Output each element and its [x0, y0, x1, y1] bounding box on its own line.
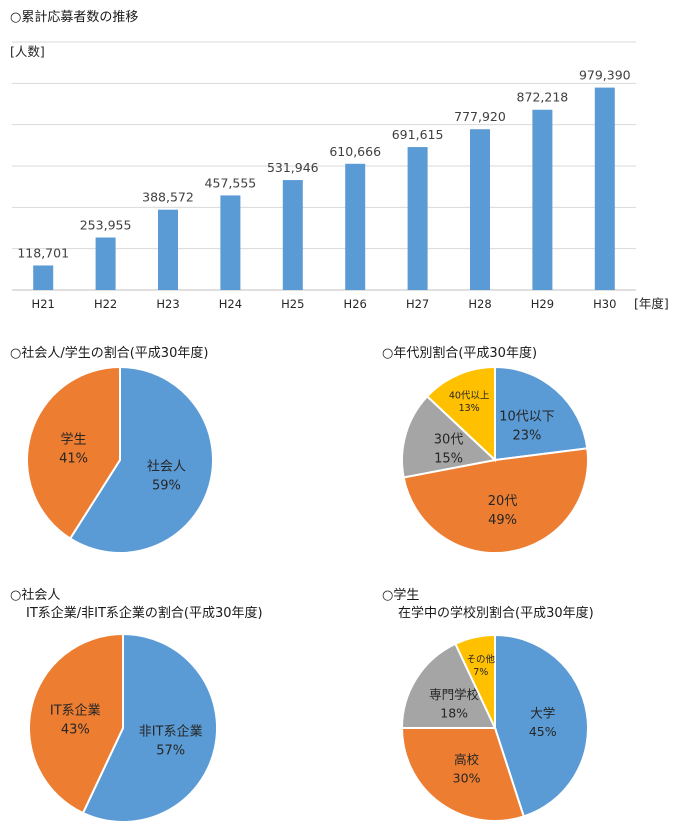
x-tick-label: H27 — [406, 297, 429, 311]
slice-percent: 43% — [61, 722, 90, 737]
bar-value-label: 872,218 — [517, 90, 569, 105]
slice-percent: 13% — [459, 403, 480, 414]
slice-percent: 57% — [156, 744, 185, 759]
slice-percent: 30% — [453, 771, 481, 786]
slice-label: 専門学校 — [429, 687, 480, 702]
slice-percent: 23% — [513, 429, 542, 444]
cumulative-applicants-bar-chart: 118,701 H21 253,955 H22 388,572 H23 457,555 H24… — [10, 41, 669, 311]
pie-slice — [401, 394, 498, 479]
pie-slice — [400, 642, 497, 729]
slice-label: その他 — [467, 653, 496, 665]
pie3-title-line1: ○社会人 — [10, 588, 61, 603]
bar-H24 — [220, 195, 241, 290]
bar-H25 — [282, 180, 303, 290]
pie-slice — [494, 633, 589, 818]
school-type-pie-chart: 大学 45% 高校 30% 専門学校 18% その他 7% — [400, 633, 589, 822]
pie-slice — [454, 633, 496, 729]
bar-value-label: 457,555 — [205, 175, 257, 190]
bar-H21 — [33, 265, 54, 290]
bar-value-label: 253,955 — [80, 218, 132, 233]
age-group-pie-chart: 10代以下 23% 20代 49% 30代 15% 40代以上 13% — [401, 365, 589, 555]
it-nonit-pie-chart: 非IT系企業 57% IT系企業 43% — [28, 632, 218, 823]
pie-slice — [81, 632, 218, 823]
slice-percent: 7% — [473, 667, 488, 678]
pie-slice — [26, 365, 121, 540]
x-tick-label: H29 — [531, 297, 554, 311]
slice-percent: 45% — [529, 724, 557, 739]
pie-slice — [494, 365, 589, 462]
slice-label: IT系企業 — [50, 702, 101, 718]
y-axis-label: [人数] — [10, 44, 45, 59]
x-tick-label: H26 — [344, 297, 367, 311]
x-tick-label: H24 — [219, 297, 242, 311]
bar-H29 — [532, 109, 553, 291]
bar-chart-title: ○累計応募者数の推移 — [10, 10, 139, 25]
bar-H30 — [594, 87, 615, 290]
pie-slice — [28, 632, 124, 815]
bar-value-label: 777,920 — [454, 109, 506, 124]
x-tick-label: H25 — [281, 297, 304, 311]
slice-label: 大学 — [530, 705, 555, 720]
bar-value-label: 979,390 — [579, 68, 631, 83]
x-tick-label: H23 — [156, 297, 179, 311]
slice-percent: 49% — [488, 513, 517, 528]
bar-value-label: 531,946 — [267, 160, 319, 175]
pie1-title: ○社会人/学生の割合(平成30年度) — [10, 346, 209, 361]
bar-H28 — [470, 129, 490, 290]
slice-label: 学生 — [61, 432, 87, 448]
bar-H26 — [345, 163, 366, 290]
x-tick-label: H30 — [593, 297, 616, 311]
bar-value-label: 691,615 — [392, 127, 444, 142]
bar-value-label: 388,572 — [142, 190, 194, 205]
worker-student-pie-chart: 社会人 59% 学生 41% — [26, 365, 214, 554]
x-axis-label: [年度] — [634, 296, 669, 311]
bar-H22 — [95, 237, 116, 290]
slice-label: 30代 — [434, 433, 464, 448]
slice-label: 非IT系企業 — [139, 724, 203, 740]
slice-percent: 41% — [59, 452, 88, 467]
slice-label: 高校 — [454, 752, 480, 767]
pie-slice — [68, 365, 214, 554]
slice-percent: 15% — [434, 452, 463, 467]
pie4-title-line1: ○学生 — [382, 588, 420, 603]
pie4-title-line2: 在学中の学校別割合(平成30年度) — [398, 606, 594, 621]
pie-slice — [402, 447, 589, 555]
bar-H23 — [158, 209, 178, 290]
slice-percent: 59% — [152, 478, 181, 493]
bar-H27 — [407, 147, 428, 290]
slice-percent: 18% — [440, 706, 468, 721]
pie-slice — [425, 365, 496, 463]
pie3-title-line2: IT系企業/非IT系企業の割合(平成30年度) — [26, 606, 263, 621]
slice-label: 40代以上 — [449, 390, 490, 401]
x-tick-label: H21 — [32, 297, 55, 311]
pie2-title: ○年代別割合(平成30年度) — [382, 346, 538, 361]
pie-slice — [400, 727, 526, 822]
slice-label: 10代以下 — [499, 410, 555, 425]
slice-label: 社会人 — [147, 458, 186, 474]
x-tick-label: H28 — [468, 297, 491, 311]
x-tick-label: H22 — [94, 297, 117, 311]
bar-value-label: 610,666 — [329, 144, 381, 159]
bar-value-label: 118,701 — [17, 245, 69, 260]
slice-label: 20代 — [488, 494, 518, 509]
